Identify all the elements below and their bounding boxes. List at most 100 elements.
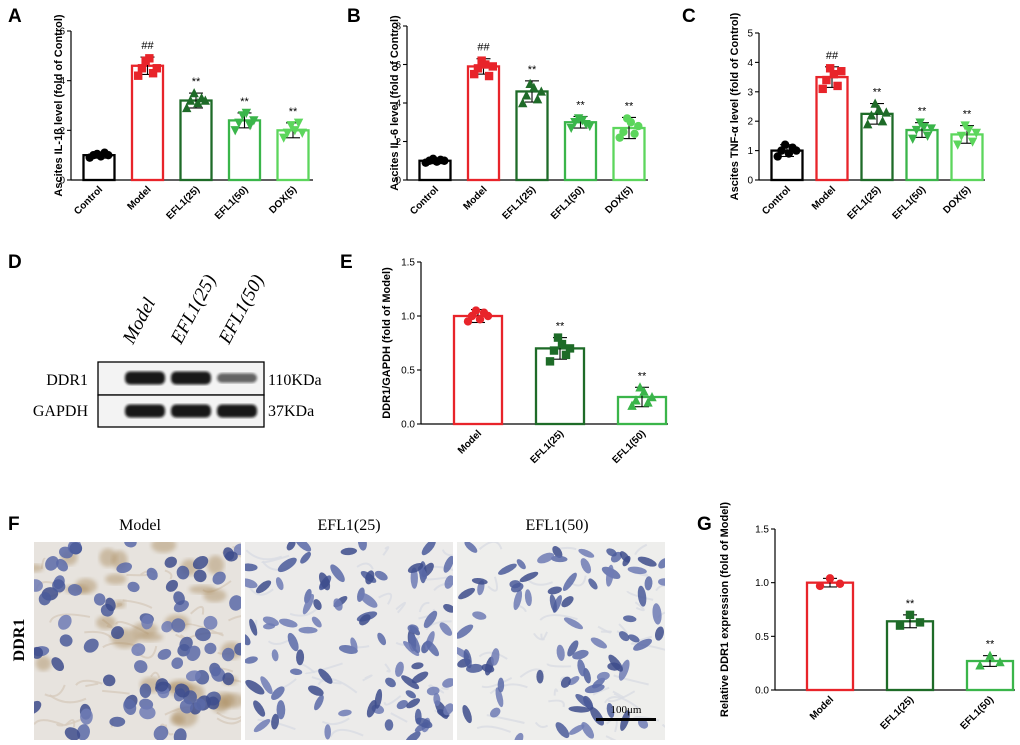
histology-nucleus	[658, 557, 665, 569]
blot-band-ddr1-lane-1	[125, 371, 165, 385]
histology-nucleus	[161, 620, 173, 633]
histology-title-model: Model	[119, 517, 161, 534]
chart-b-point-efl1-25	[532, 94, 543, 104]
histology-fiber	[44, 684, 66, 698]
chart-c-significance-model: ##	[826, 50, 839, 62]
chart-c-significance-efl1-25: **	[873, 87, 882, 99]
histology-nucleus	[308, 685, 324, 696]
histology-nucleus	[124, 542, 137, 548]
chart-e-point-model	[475, 315, 485, 324]
histology-nucleus	[298, 626, 318, 634]
chart-g-point-model	[835, 579, 845, 588]
histology-nucleus	[253, 719, 271, 733]
chart-b-point-efl1-25	[521, 90, 532, 100]
histology-nucleus	[111, 626, 125, 640]
chart-c-point-model	[818, 84, 827, 94]
chart-c-point-model	[837, 67, 846, 76]
histology-nucleus	[644, 576, 653, 591]
chart-a-point-dox-5	[290, 126, 300, 136]
histology-nucleus	[203, 615, 218, 630]
histology-nucleus	[658, 578, 665, 586]
histology-nucleus	[350, 637, 358, 652]
chart-a-point-model	[152, 64, 161, 73]
histology-nucleus	[536, 669, 544, 684]
chart-g-y-label: Relative DDR1 expression (fold of Model)	[719, 502, 731, 717]
blot-band-gapdh-lane-3	[217, 404, 257, 418]
histology-fiber	[395, 601, 407, 614]
chart-c-ytick-label: 0	[747, 176, 753, 187]
histology-fiber	[216, 711, 241, 720]
histology-fiber	[634, 543, 648, 556]
histology-nucleus	[255, 580, 272, 594]
histology-nucleus	[69, 542, 83, 555]
histology-nucleus	[58, 614, 72, 630]
histology-stain	[35, 655, 52, 671]
histology-nucleus	[164, 556, 177, 568]
histology-fiber	[592, 686, 610, 696]
histology-nucleus	[377, 632, 387, 646]
histology-nucleus	[314, 694, 324, 711]
histology-nucleus	[406, 698, 421, 709]
histology-nucleus	[311, 616, 322, 628]
chart-b-point-efl1-25	[536, 86, 546, 96]
histology-nucleus	[567, 640, 579, 657]
chart-c-point-efl1-25	[866, 110, 877, 120]
chart-b-significance-efl1-25: **	[528, 64, 537, 76]
chart-a-bar-efl1-50	[227, 119, 262, 182]
histology-nucleus	[622, 555, 631, 567]
histology-nucleus	[193, 698, 206, 711]
histology-nucleus	[153, 725, 169, 740]
histology-nucleus	[442, 678, 453, 688]
histology-stain	[99, 548, 117, 567]
histology-nucleus	[173, 591, 185, 606]
chart-c-ytick-label: 3	[747, 87, 753, 98]
histology-fiber	[478, 651, 508, 660]
histology-fiber	[85, 682, 99, 688]
chart-b-bar-efl1-50	[563, 121, 598, 182]
chart-c-ytick-label: 4	[747, 58, 753, 69]
histology-nucleus	[245, 656, 258, 664]
chart-g-ytick-label: 0.0	[755, 686, 769, 697]
histology-fiber	[48, 694, 87, 704]
histology-nucleus	[575, 693, 594, 709]
histology-nucleus	[116, 562, 133, 574]
histology-fiber	[661, 723, 665, 728]
chart-a-point-efl1-25	[182, 102, 192, 113]
blot-band-ddr1-lane-2	[171, 371, 211, 385]
panel-label-e: E	[340, 252, 353, 273]
chart-g-point-efl1-25	[895, 621, 905, 630]
chart-a-xtick-dox-5: DOX(5)	[267, 184, 299, 216]
chart-e-point-efl1-50	[627, 400, 637, 410]
histology-nucleus	[318, 572, 331, 591]
histology-nucleus	[165, 579, 178, 592]
chart-a-point-control	[104, 150, 113, 160]
histology-nucleus	[109, 716, 126, 727]
histology-nucleus	[513, 589, 523, 611]
histology-stain	[151, 542, 177, 553]
chart-a-ytick-label: 0	[59, 176, 65, 187]
chart-b-significance-dox-5: **	[625, 100, 634, 112]
histology-nucleus	[556, 644, 565, 661]
chart-a-point-model	[148, 69, 158, 78]
chart-b-xtick-control: Control	[408, 184, 441, 217]
histology-nucleus	[637, 556, 657, 567]
chart-a-significance-efl1-25: **	[192, 76, 201, 88]
histology-nucleus	[415, 717, 433, 729]
chart-c-y-label: Ascites TNF-α level (fold of Control)	[729, 12, 741, 200]
histology-nucleus	[519, 571, 539, 583]
histology-nucleus	[458, 587, 475, 600]
histology-stain	[105, 573, 127, 585]
histology-nucleus	[568, 676, 580, 686]
histology-fiber	[655, 584, 665, 592]
histology-nucleus	[498, 563, 517, 575]
chart-c-point-efl1-50	[922, 131, 933, 141]
histology-fiber	[607, 690, 636, 703]
histology-fiber	[613, 674, 649, 686]
chart-c-xtick-model: Model	[810, 184, 838, 212]
chart-c-xtick-control: Control	[760, 184, 793, 217]
histology-nucleus	[245, 563, 258, 572]
histology-nucleus	[286, 542, 296, 551]
histology-nucleus	[330, 564, 345, 583]
histology-fiber	[539, 614, 578, 621]
histology-nucleus	[637, 585, 647, 607]
